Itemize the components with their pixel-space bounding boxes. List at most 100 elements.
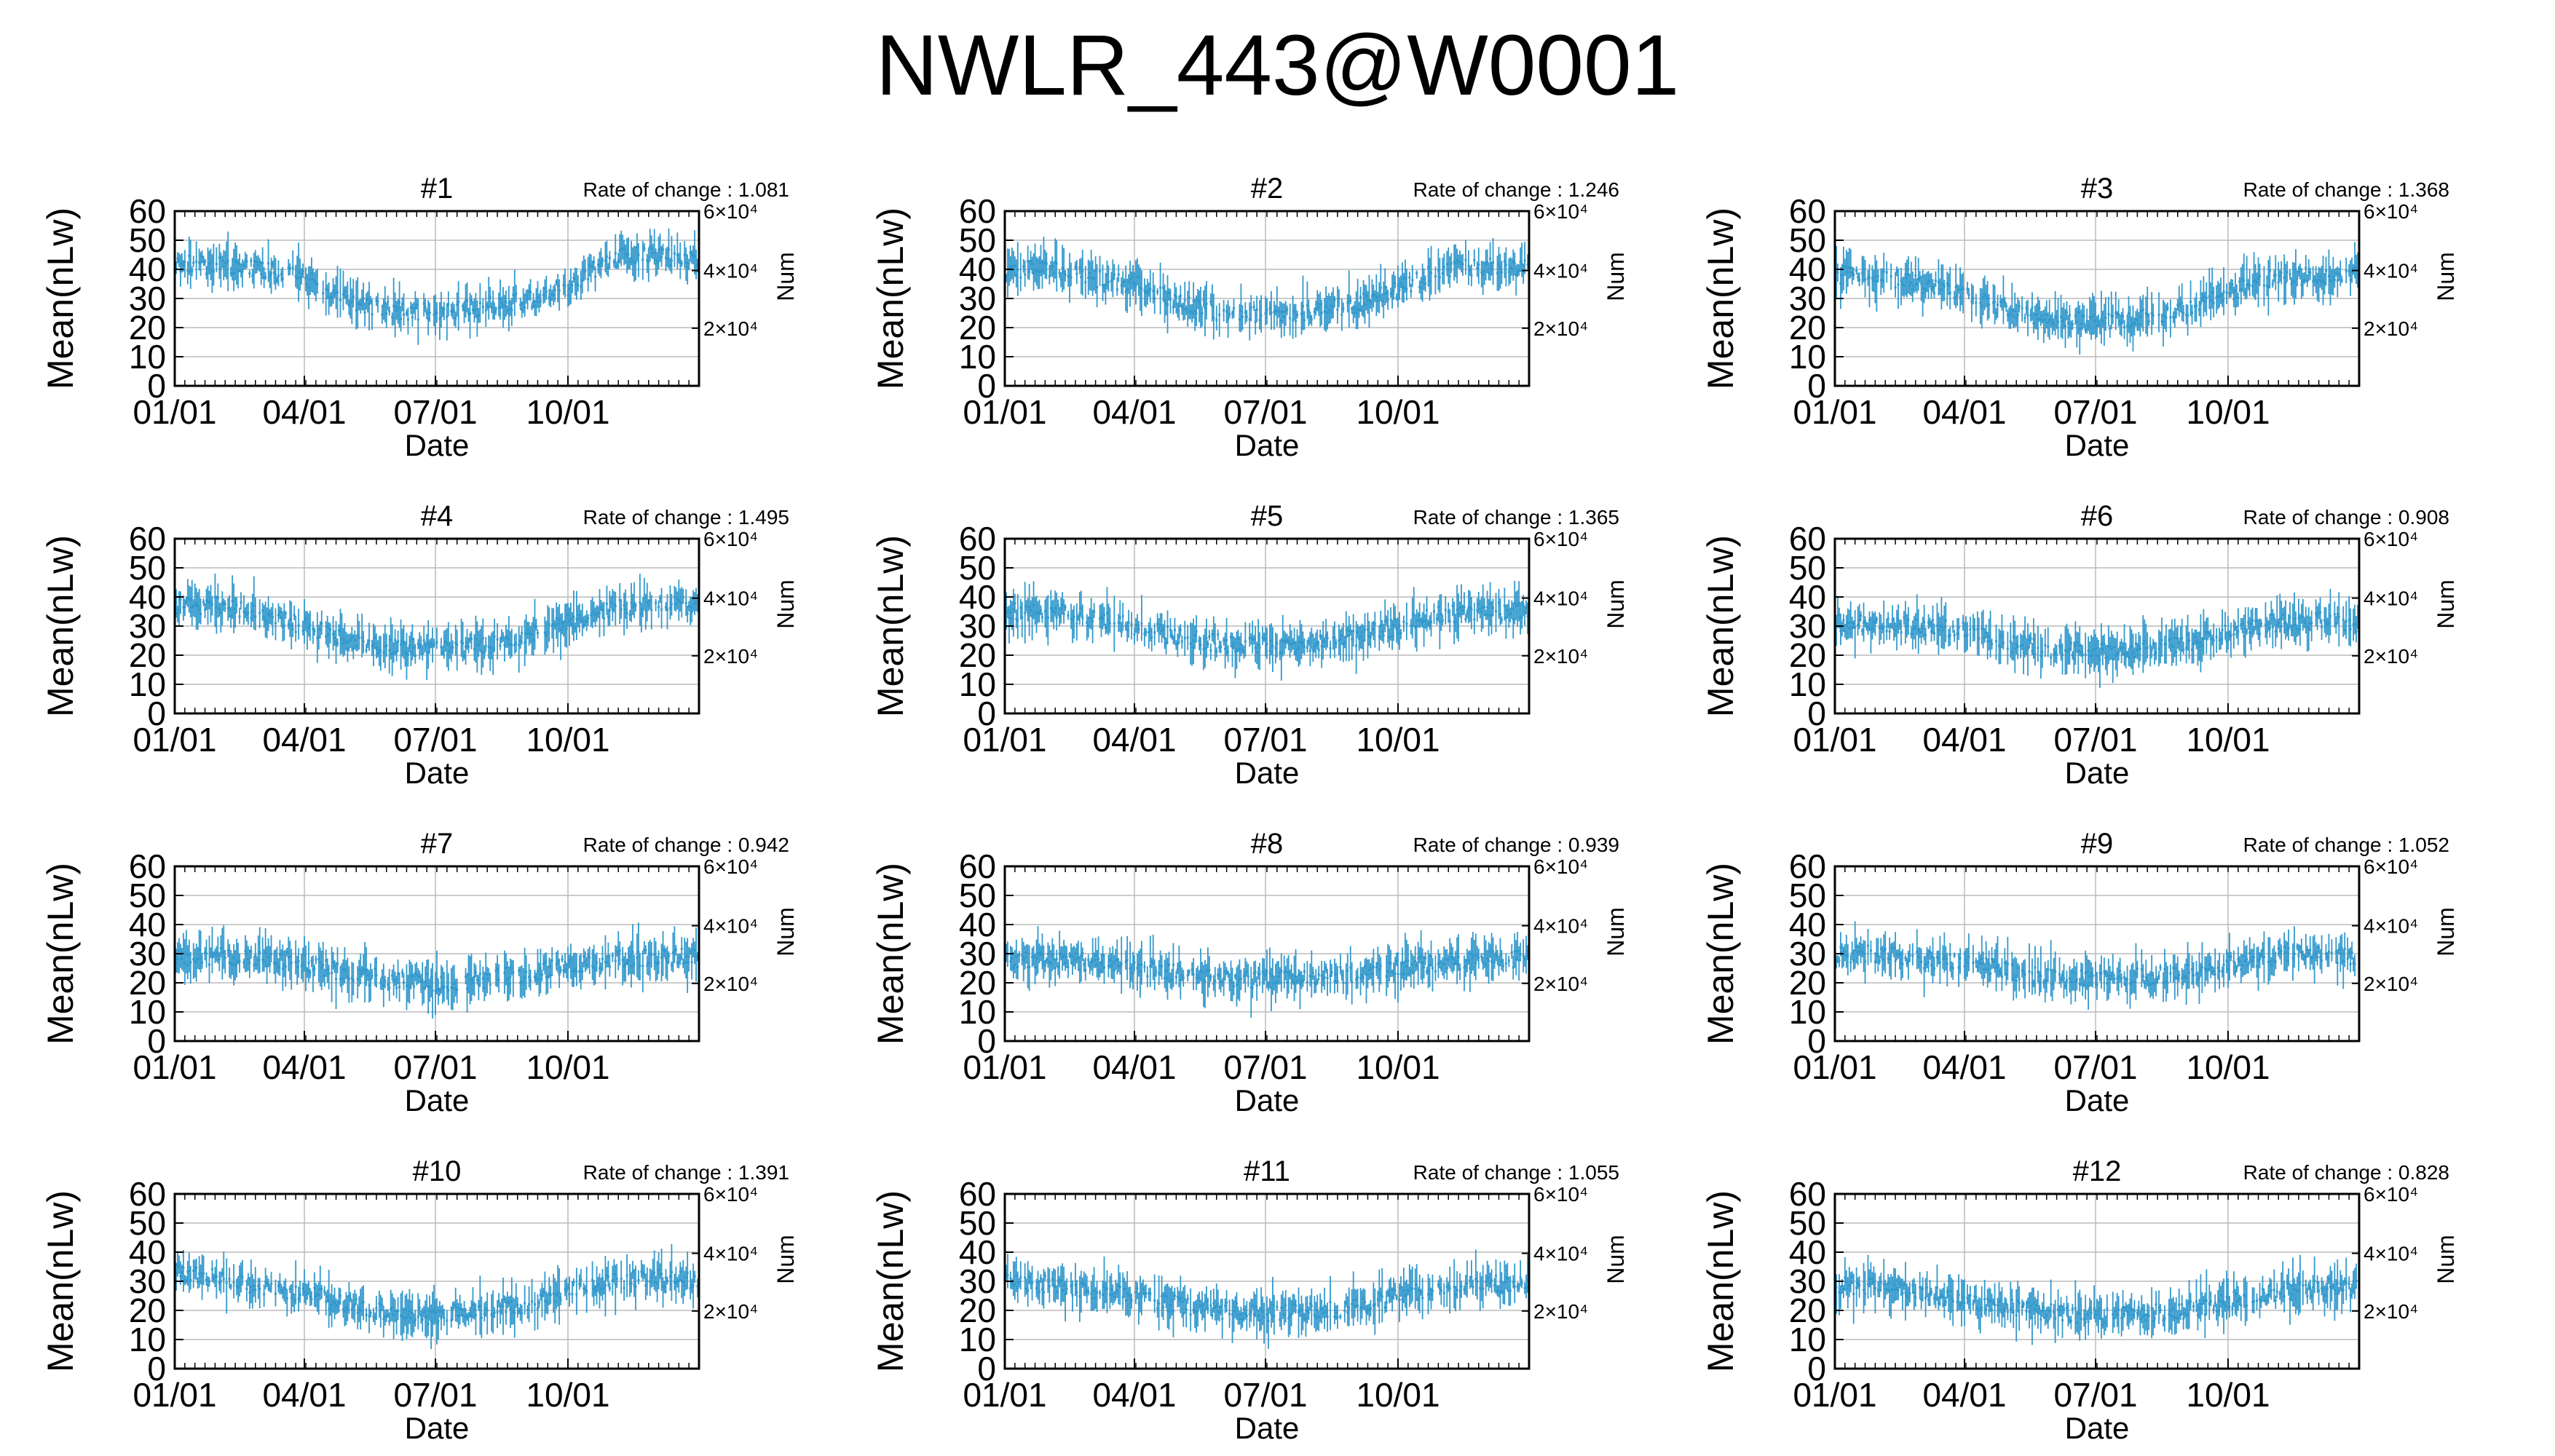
- data-point: [1038, 271, 1040, 274]
- data-point: [287, 266, 290, 269]
- data-point: [2283, 622, 2286, 625]
- data-point: [1454, 620, 1457, 623]
- data-point: [474, 638, 477, 641]
- data-point: [2191, 311, 2194, 314]
- data-point: [593, 261, 596, 264]
- data-point: [1882, 270, 1885, 273]
- data-point: [1962, 621, 1964, 624]
- data-point: [2068, 647, 2071, 650]
- data-point: [1938, 288, 1941, 291]
- data-point: [409, 652, 412, 654]
- data-point: [409, 975, 412, 978]
- data-point: [1865, 625, 1868, 628]
- data-point: [270, 612, 273, 615]
- data-point: [1329, 310, 1332, 313]
- data-point: [660, 256, 663, 258]
- y-tick-label: 30: [129, 280, 166, 317]
- x-tick-label: 10/01: [2186, 393, 2270, 431]
- data-point: [2114, 654, 2117, 657]
- data-point: [1031, 263, 1034, 266]
- data-point: [421, 978, 424, 981]
- data-point: [453, 310, 456, 313]
- data-point: [446, 986, 449, 989]
- data-point: [1192, 639, 1195, 642]
- data-point: [1094, 269, 1097, 272]
- data-point: [2309, 622, 2312, 625]
- data-point: [1957, 626, 1960, 629]
- data-point: [2113, 646, 2116, 649]
- data-point: [2232, 298, 2235, 301]
- data-point: [1956, 632, 1959, 635]
- data-point: [2240, 288, 2243, 291]
- data-point: [534, 625, 537, 628]
- data-point: [335, 641, 338, 644]
- data-point: [1283, 315, 1286, 318]
- data-point: [219, 267, 222, 270]
- data-point: [1145, 290, 1148, 293]
- data-point: [1202, 298, 1205, 301]
- data-point: [564, 284, 566, 287]
- data-point: [1991, 643, 1994, 646]
- data-point: [1296, 314, 1299, 317]
- data-point: [1414, 626, 1417, 629]
- data-point: [1485, 613, 1488, 616]
- data-point: [2025, 306, 2028, 309]
- data-point: [1369, 636, 1372, 638]
- data-point: [1844, 265, 1847, 268]
- data-point: [1509, 266, 1512, 269]
- data-point: [1107, 619, 1110, 622]
- data-point: [1370, 295, 1373, 298]
- data-point: [424, 644, 427, 646]
- data-point: [301, 629, 304, 632]
- data-point: [307, 286, 310, 289]
- data-point: [2278, 617, 2281, 620]
- data-point: [188, 254, 191, 257]
- x-tick-label: 01/01: [963, 393, 1046, 431]
- data-point: [2125, 655, 2128, 658]
- data-point: [1975, 301, 1978, 304]
- data-point: [1211, 633, 1214, 636]
- data-point: [411, 638, 414, 641]
- data-point: [2257, 625, 2260, 628]
- data-point: [371, 974, 374, 977]
- data-point: [630, 257, 633, 260]
- data-point: [2157, 647, 2160, 650]
- data-point: [1839, 630, 1842, 633]
- y-tick-label: 40: [959, 250, 996, 288]
- data-point: [2013, 647, 2016, 650]
- data-point: [2312, 280, 2315, 282]
- data-point: [1032, 272, 1035, 274]
- data-point: [569, 617, 572, 620]
- data-point: [1464, 258, 1467, 261]
- data-point: [2106, 656, 2109, 659]
- data-point: [1034, 612, 1037, 614]
- data-point: [2268, 269, 2271, 272]
- data-point: [475, 643, 478, 646]
- data-point: [2272, 617, 2275, 620]
- data-point: [1118, 616, 1121, 619]
- data-point: [408, 644, 411, 647]
- data-point: [1983, 293, 1986, 296]
- data-point: [349, 301, 352, 304]
- data-point: [204, 951, 207, 954]
- data-point: [684, 601, 687, 604]
- data-point: [1910, 281, 1913, 284]
- data-point: [179, 270, 182, 273]
- data-point: [2250, 622, 2253, 625]
- data-point: [1953, 634, 1956, 637]
- data-point: [2203, 300, 2206, 303]
- data-point: [509, 643, 512, 646]
- data-point: [319, 961, 322, 964]
- data-point: [657, 249, 660, 252]
- data-point: [1049, 266, 1052, 269]
- rate-of-change-label: Rate of change : 1.365: [1413, 506, 1619, 529]
- data-point: [1852, 622, 1855, 625]
- data-point: [1517, 601, 1520, 604]
- data-point: [2228, 292, 2231, 295]
- data-point: [1486, 606, 1489, 609]
- data-point: [1188, 296, 1190, 299]
- data-point: [1258, 319, 1261, 322]
- data-point: [1847, 271, 1849, 274]
